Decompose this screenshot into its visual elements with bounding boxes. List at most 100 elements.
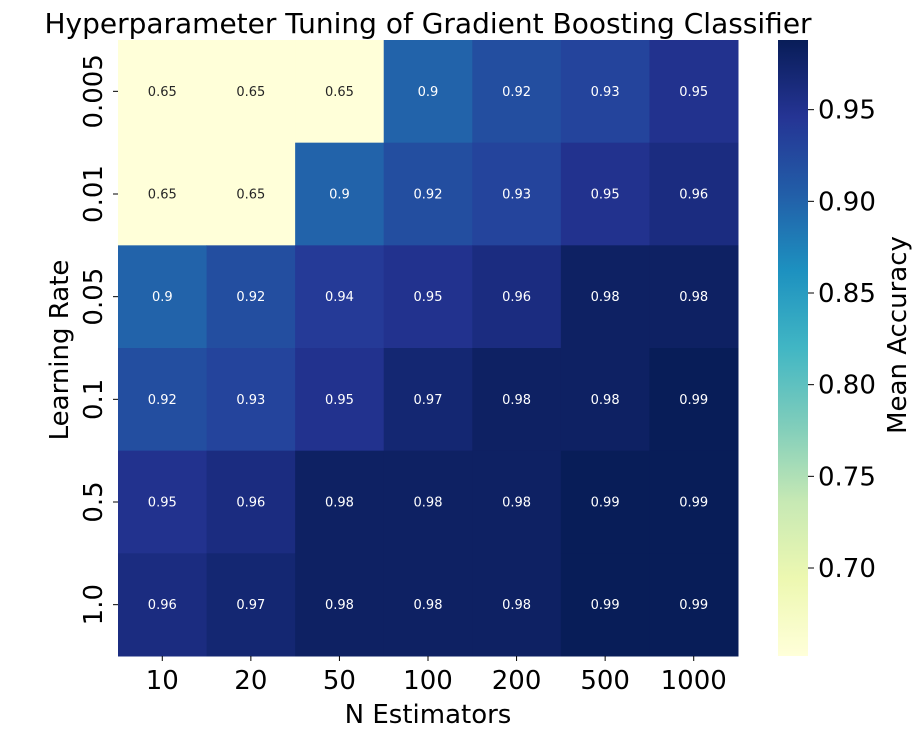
heatmap-cell (560, 553, 650, 657)
heatmap-cell (118, 348, 208, 452)
heatmap-cell (118, 40, 208, 144)
cell-value-label: 0.93 (591, 85, 620, 100)
cell-value-label: 0.98 (679, 290, 708, 305)
cell-value-label: 0.99 (679, 496, 708, 511)
heatmap-cell (295, 142, 385, 246)
heatmap-cell (472, 142, 562, 246)
heatmap-cell (649, 40, 739, 144)
cell-value-label: 0.98 (502, 598, 531, 613)
heatmap-cells (118, 40, 739, 657)
heatmap-cell (383, 450, 473, 554)
cell-value-label: 0.96 (148, 598, 177, 613)
cell-value-label: 0.99 (591, 598, 620, 613)
heatmap-cell (649, 348, 739, 452)
heatmap-cell (383, 553, 473, 657)
x-tick-label: 10 (146, 666, 179, 696)
heatmap-cell-labels: 0.65 0.65 0.65 0.9 0.92 0.93 0.95 0.65 0.65 0.9 0.… (148, 85, 708, 613)
cell-value-label: 0.97 (414, 393, 443, 408)
heatmap-cell (118, 245, 208, 349)
y-axis-label: Learning Rate (45, 260, 75, 441)
cell-value-label: 0.9 (152, 290, 173, 305)
heatmap-cell (472, 40, 562, 144)
heatmap-cell (383, 245, 473, 349)
heatmap-cell (383, 142, 473, 246)
cell-value-label: 0.92 (502, 85, 531, 100)
cell-value-label: 0.99 (679, 598, 708, 613)
heatmap-cell (295, 348, 385, 452)
heatmap-cell (295, 245, 385, 349)
heatmap-cell (206, 245, 296, 349)
colorbar-tick-label: 0.70 (818, 554, 876, 584)
heatmap-cell (560, 450, 650, 554)
heatmap-cell (295, 40, 385, 144)
cell-value-label: 0.92 (148, 393, 177, 408)
cell-value-label: 0.99 (591, 496, 620, 511)
colorbar-tick-label: 0.75 (818, 462, 876, 492)
cell-value-label: 0.96 (502, 290, 531, 305)
cell-value-label: 0.93 (502, 188, 531, 203)
cell-value-label: 0.98 (502, 496, 531, 511)
colorbar-ticks: 0.70 0.75 0.80 0.85 0.90 0.95 (808, 96, 876, 584)
heatmap-cell (649, 142, 739, 246)
y-tick-label: 0.005 (79, 54, 109, 128)
heatmap-cell (118, 142, 208, 246)
heatmap-cell (206, 553, 296, 657)
cell-value-label: 0.98 (325, 496, 354, 511)
cell-value-label: 0.92 (414, 188, 443, 203)
y-tick-label: 0.5 (79, 481, 109, 522)
colorbar-label: Mean Accuracy (883, 236, 913, 434)
cell-value-label: 0.96 (236, 496, 265, 511)
x-axis-label: N Estimators (345, 700, 512, 730)
cell-value-label: 0.95 (148, 496, 177, 511)
cell-value-label: 0.98 (502, 393, 531, 408)
cell-value-label: 0.98 (414, 598, 443, 613)
heatmap-cell (206, 348, 296, 452)
cell-value-label: 0.98 (414, 496, 443, 511)
cell-value-label: 0.95 (325, 393, 354, 408)
x-tick-label: 100 (403, 666, 453, 696)
colorbar-tick-label: 0.95 (818, 96, 876, 126)
heatmap-cell (383, 348, 473, 452)
cell-value-label: 0.98 (325, 598, 354, 613)
heatmap-cell (118, 553, 208, 657)
heatmap-cell (206, 40, 296, 144)
x-tick-label: 20 (234, 666, 267, 696)
heatmap-cell (206, 450, 296, 554)
colorbar-tick-label: 0.80 (818, 371, 876, 401)
cell-value-label: 0.92 (236, 290, 265, 305)
cell-value-label: 0.95 (591, 188, 620, 203)
y-axis-ticks: 0.005 0.01 0.05 0.1 0.5 1.0 (79, 54, 118, 625)
y-tick-label: 0.01 (79, 165, 109, 223)
heatmap-cell (472, 348, 562, 452)
heatmap-cell (560, 348, 650, 452)
cell-value-label: 0.99 (679, 393, 708, 408)
x-tick-label: 1000 (661, 666, 727, 696)
cell-value-label: 0.65 (236, 85, 265, 100)
x-tick-label: 500 (580, 666, 630, 696)
heatmap-cell (295, 553, 385, 657)
heatmap-cell (295, 450, 385, 554)
heatmap-cell (649, 450, 739, 554)
heatmap-cell (472, 245, 562, 349)
cell-value-label: 0.95 (679, 85, 708, 100)
cell-value-label: 0.65 (236, 188, 265, 203)
chart-title: Hyperparameter Tuning of Gradient Boosti… (44, 7, 812, 40)
colorbar (778, 40, 808, 656)
heatmap-cell (560, 40, 650, 144)
heatmap-cell (649, 553, 739, 657)
x-tick-label: 200 (492, 666, 542, 696)
y-tick-label: 1.0 (79, 584, 109, 625)
cell-value-label: 0.93 (236, 393, 265, 408)
cell-value-label: 0.95 (414, 290, 443, 305)
cell-value-label: 0.94 (325, 290, 354, 305)
x-tick-label: 50 (323, 666, 356, 696)
cell-value-label: 0.98 (591, 290, 620, 305)
cell-value-label: 0.96 (679, 188, 708, 203)
colorbar-tick-label: 0.90 (818, 187, 876, 217)
cell-value-label: 0.9 (418, 85, 439, 100)
heatmap-cell (560, 142, 650, 246)
cell-value-label: 0.65 (148, 85, 177, 100)
heatmap-cell (206, 142, 296, 246)
cell-value-label: 0.98 (591, 393, 620, 408)
